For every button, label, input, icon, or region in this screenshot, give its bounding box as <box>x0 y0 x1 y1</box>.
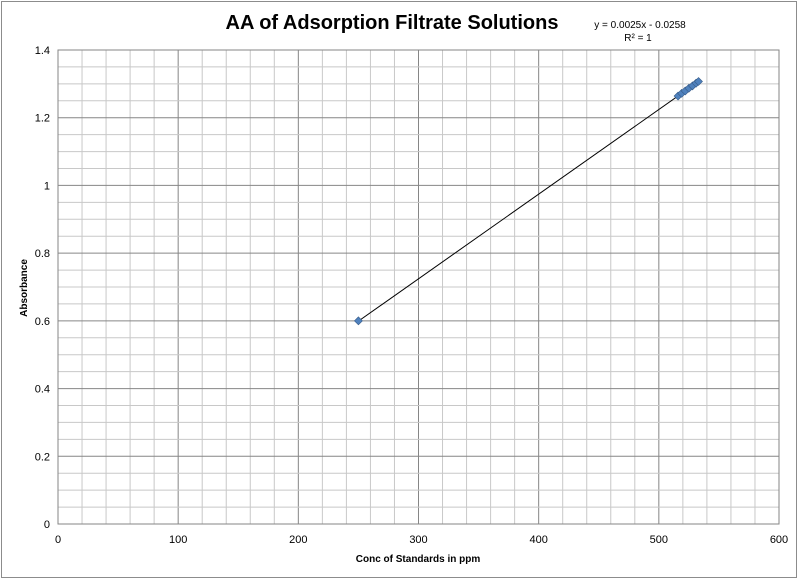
trendline <box>358 81 699 322</box>
y-tick-label: 0.8 <box>35 248 50 260</box>
y-tick-label: 0.4 <box>35 384 50 396</box>
chart-title: AA of Adsorption Filtrate Solutions <box>226 12 559 34</box>
y-tick-label: 0.6 <box>35 316 50 328</box>
x-axis-label: Conc of Standards in ppm <box>356 554 481 565</box>
x-tick-label: 600 <box>770 534 788 546</box>
trendline-equation: y = 0.0025x - 0.0258 <box>594 20 686 31</box>
y-tick-label: 1.2 <box>35 113 50 125</box>
y-tick-label: 1.4 <box>35 45 50 57</box>
x-tick-label: 400 <box>529 534 547 546</box>
data-point <box>353 316 363 326</box>
x-tick-label: 100 <box>169 534 187 546</box>
x-tick-label: 200 <box>289 534 307 546</box>
x-tick-label: 300 <box>409 534 427 546</box>
plot-area-border <box>57 49 780 525</box>
x-tick-label: 500 <box>650 534 668 546</box>
y-tick-label: 0 <box>44 519 50 531</box>
trendline-r-squared: R² = 1 <box>624 33 652 44</box>
grid <box>57 49 780 525</box>
x-tick-label: 0 <box>55 534 61 546</box>
y-tick-label: 0.2 <box>35 451 50 463</box>
y-tick-labels: 0 0.2 0.4 0.6 0.8 1 1.2 1.4 <box>35 45 50 531</box>
data-point <box>694 77 703 86</box>
x-tick-labels: 0 100 200 300 400 500 600 <box>55 534 788 546</box>
y-axis-label: Absorbance <box>19 259 30 317</box>
y-tick-label: 1 <box>44 180 50 192</box>
data-points <box>353 77 703 326</box>
